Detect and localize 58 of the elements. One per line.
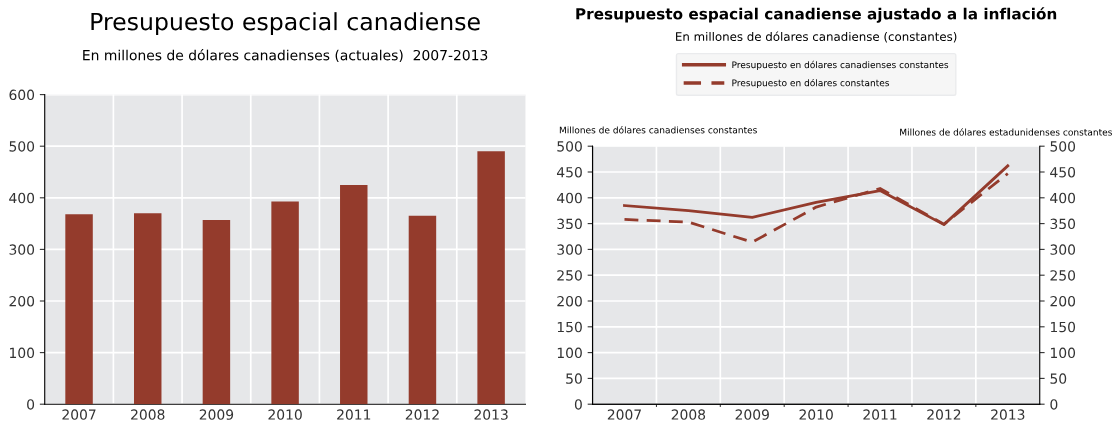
y-tick-label: 350 (557, 218, 582, 230)
y2-tick-label: 200 (1050, 295, 1076, 307)
bar (477, 151, 505, 405)
bar (134, 213, 162, 405)
y2-tick-label: 350 (1050, 218, 1076, 230)
y2-axis-title: Millones de dólares estadunidenses constantes (900, 128, 1112, 136)
bar (271, 201, 299, 405)
bar (340, 184, 368, 405)
x-tick-label: 2012 (927, 409, 961, 420)
y2-tick-label: 300 (1050, 244, 1076, 255)
y2-tick-label: 500 (1050, 141, 1076, 152)
bar (408, 215, 437, 405)
y-tick-label: 300 (557, 244, 582, 255)
y2-tick-label: 250 (1050, 270, 1076, 281)
legend-label: Presupuesto en dólares canadienses constantes (732, 60, 949, 70)
x-tick-label: 2011 (863, 409, 897, 420)
x-tick-label: 2011 (337, 409, 371, 420)
x-tick-label: 2009 (199, 409, 234, 420)
chart-subtitle: En millones de dólares canadienses (actuales) 2007-2013 (83, 49, 488, 63)
x-tick-label: 2013 (991, 409, 1025, 420)
y-tick-label: 600 (9, 89, 35, 101)
y-tick-label: 300 (9, 244, 35, 255)
y-tick-label: 100 (10, 347, 35, 359)
y-tick-label: 250 (557, 270, 582, 281)
y-tick-label: 450 (556, 166, 582, 178)
y2-tick-label: 150 (1050, 321, 1076, 333)
x-tick-label: 2013 (474, 409, 508, 420)
y-tick-label: 0 (574, 399, 582, 410)
chart-title: Presupuesto espacial canadiense ajustado a la inflación (576, 7, 1057, 23)
x-tick-label: 2010 (799, 409, 833, 420)
chart-title: Presupuesto espacial canadiense (91, 12, 480, 36)
x-tick-label: 2012 (405, 409, 439, 420)
legend-label: Presupuesto en dólares constantes (732, 78, 890, 89)
y2-tick-label: 0 (1050, 399, 1058, 410)
y-axis-title: Millones de dólares canadienses constantes (559, 126, 757, 134)
y-tick-label: 150 (557, 321, 582, 333)
y2-tick-label: 400 (1050, 192, 1076, 204)
x-tick-label: 2008 (671, 409, 706, 420)
y-tick-label: 200 (9, 295, 35, 307)
x-tick-label: 2007 (607, 409, 641, 420)
y2-tick-label: 450 (1050, 166, 1076, 178)
y2-tick-label: 50 (1050, 373, 1067, 384)
x-tick-label: 2007 (62, 409, 96, 420)
x-tick-label: 2010 (268, 409, 302, 420)
y-tick-label: 400 (9, 192, 35, 204)
bar (65, 214, 93, 405)
y-tick-label: 500 (9, 141, 35, 152)
y-tick-label: 200 (557, 295, 582, 307)
x-tick-label: 2009 (735, 409, 769, 420)
chart-subtitle: En millones de dólares canadiense (constantes) (676, 31, 957, 43)
x-tick-label: 2008 (131, 409, 165, 420)
y2-tick-label: 100 (1050, 347, 1076, 359)
y-tick-label: 400 (556, 192, 582, 204)
y-tick-label: 50 (566, 373, 582, 384)
y-tick-label: 100 (557, 347, 582, 359)
bar (202, 219, 231, 405)
y-tick-label: 500 (557, 141, 582, 152)
y-tick-label: 0 (27, 399, 35, 410)
